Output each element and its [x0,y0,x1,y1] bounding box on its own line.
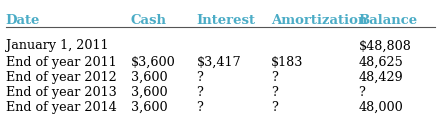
Text: End of year 2011: End of year 2011 [6,56,116,69]
Text: Balance: Balance [359,14,418,27]
Text: 48,000: 48,000 [359,101,403,114]
Text: Cash: Cash [131,14,167,27]
Text: $183: $183 [271,56,303,69]
Text: End of year 2013: End of year 2013 [6,86,116,99]
Text: ?: ? [196,101,203,114]
Text: ?: ? [271,71,278,84]
Text: $48,808: $48,808 [359,39,411,52]
Text: ?: ? [359,86,366,99]
Text: Amortization: Amortization [271,14,367,27]
Text: Interest: Interest [196,14,255,27]
Text: $3,417: $3,417 [196,56,241,69]
Text: ?: ? [196,71,203,84]
Text: ?: ? [196,86,203,99]
Text: 3,600: 3,600 [131,86,167,99]
Text: End of year 2012: End of year 2012 [6,71,116,84]
Text: January 1, 2011: January 1, 2011 [6,39,108,52]
Text: $3,600: $3,600 [131,56,176,69]
Text: Date: Date [6,14,40,27]
Text: 3,600: 3,600 [131,101,167,114]
Text: 3,600: 3,600 [131,71,167,84]
Text: 48,625: 48,625 [359,56,404,69]
Text: End of year 2014: End of year 2014 [6,101,116,114]
Text: 48,429: 48,429 [359,71,403,84]
Text: ?: ? [271,86,278,99]
Text: ?: ? [271,101,278,114]
